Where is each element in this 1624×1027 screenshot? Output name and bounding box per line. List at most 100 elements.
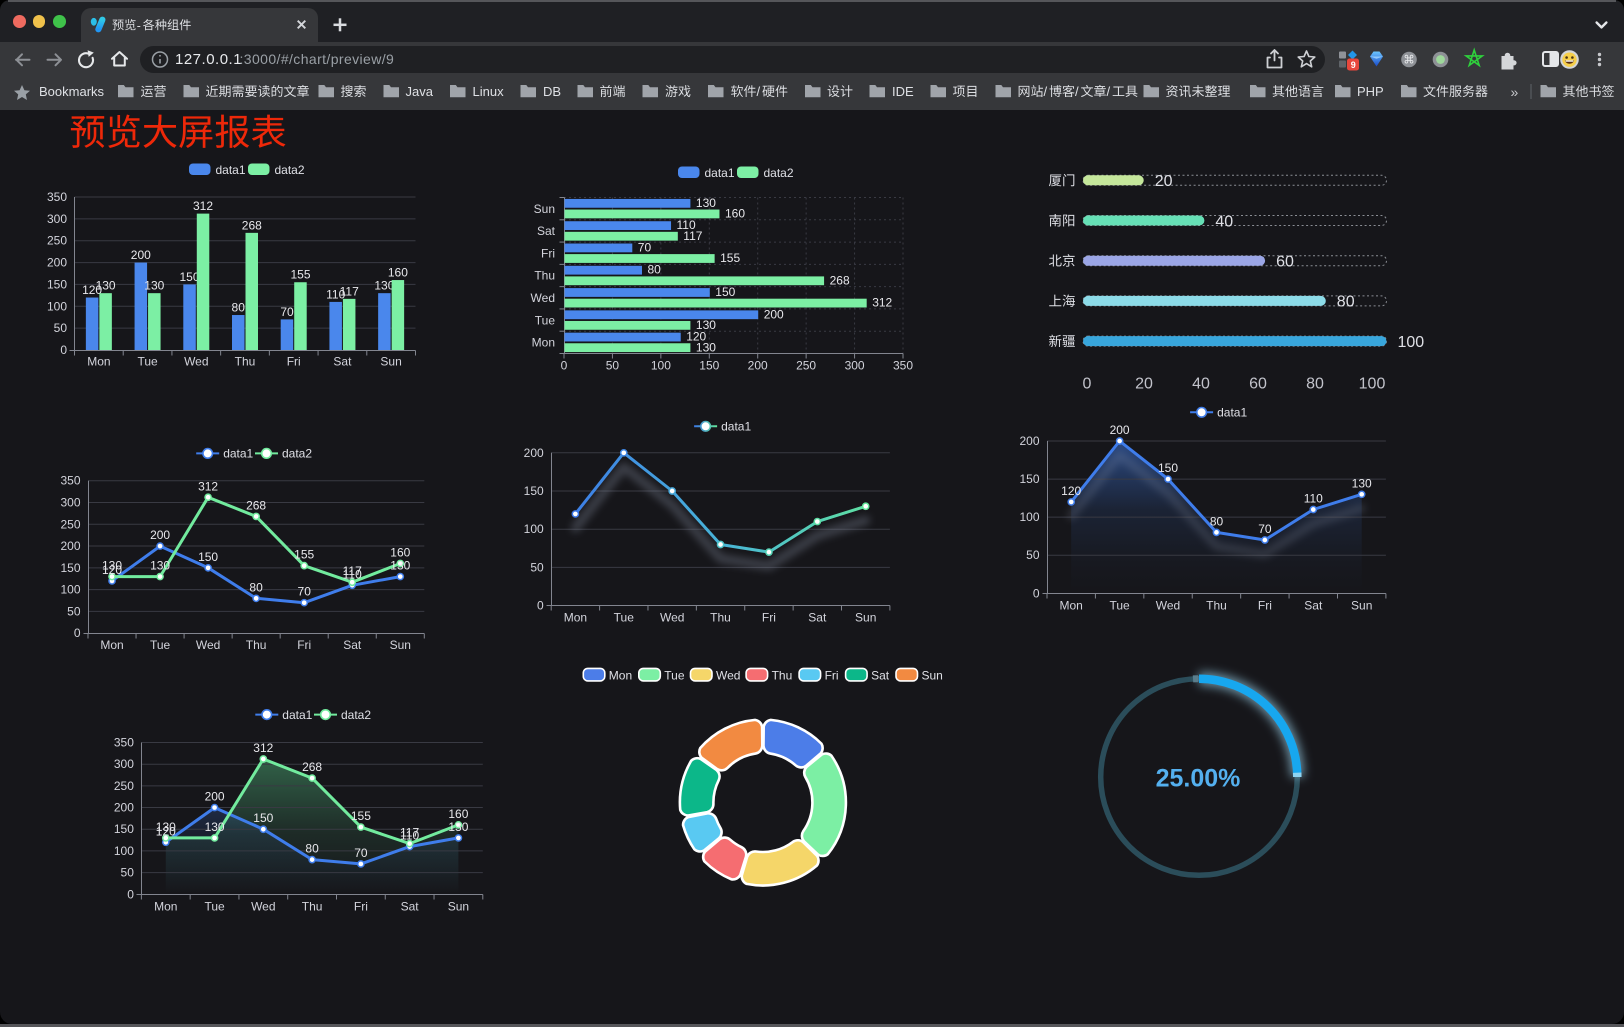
svg-text:50: 50 [54,321,68,335]
svg-text:data1: data1 [721,420,751,434]
svg-text:Mon: Mon [564,611,587,625]
svg-text:Wed: Wed [184,355,208,369]
svg-text:Thu: Thu [534,269,555,283]
svg-text:150: 150 [1019,472,1039,486]
svg-text:Tue: Tue [535,313,556,327]
svg-text:40: 40 [1192,376,1210,393]
svg-text:Java: Java [406,84,434,99]
svg-text:110: 110 [1304,492,1323,506]
svg-text:Tue: Tue [150,638,171,652]
svg-text:Fri: Fri [297,638,311,652]
svg-text:Fri: Fri [825,668,839,682]
svg-text:DB: DB [543,84,561,99]
svg-text:80: 80 [232,301,246,315]
svg-text:200: 200 [150,528,170,542]
svg-text:200: 200 [1019,434,1039,448]
svg-text:80: 80 [305,842,319,856]
svg-text:312: 312 [198,479,218,493]
svg-text:⌘: ⌘ [1403,54,1415,67]
svg-text:130: 130 [102,559,122,573]
svg-text:130: 130 [696,340,716,354]
svg-text:130: 130 [150,559,170,573]
svg-text:150: 150 [179,270,199,284]
svg-text:130: 130 [448,820,468,834]
svg-text:0: 0 [127,887,134,901]
svg-text:312: 312 [253,741,273,755]
svg-text:Fri: Fri [287,355,301,369]
svg-text:300: 300 [47,212,67,226]
svg-text:100: 100 [651,359,671,373]
svg-text:130: 130 [390,559,410,573]
svg-text:Wed: Wed [196,638,220,652]
svg-text:120: 120 [102,563,122,577]
svg-text:80: 80 [249,580,263,594]
svg-text:312: 312 [872,296,892,310]
svg-text:data1: data1 [1217,406,1247,420]
svg-text:Mon: Mon [609,668,632,682]
svg-text:70: 70 [298,585,312,599]
svg-text:Mon: Mon [87,355,110,369]
svg-text:20: 20 [1135,376,1153,393]
svg-text:150: 150 [699,359,719,373]
svg-text:200: 200 [524,446,544,460]
svg-text:data1: data1 [705,166,735,180]
svg-text:150: 150 [1158,461,1178,475]
svg-text:data1: data1 [282,708,312,722]
svg-text:Thu: Thu [235,355,256,369]
svg-text:50: 50 [67,604,81,618]
svg-text:150: 150 [60,561,80,575]
svg-text:Wed: Wed [531,291,555,305]
svg-text:Wed: Wed [251,899,275,913]
svg-text:Mon: Mon [154,899,177,913]
svg-text:155: 155 [290,268,310,282]
svg-text:Tue: Tue [664,668,685,682]
svg-text:/: / [1075,84,1079,99]
svg-text:Tue: Tue [1109,598,1130,612]
svg-text:268: 268 [830,273,850,287]
svg-text:50: 50 [1026,548,1040,562]
svg-text:Sat: Sat [808,611,827,625]
svg-text:Mon: Mon [100,638,123,652]
svg-text:Fri: Fri [541,246,555,260]
svg-text:117: 117 [343,564,362,578]
svg-text:100: 100 [1398,334,1425,351]
svg-text:110: 110 [343,567,362,581]
svg-text:Sun: Sun [390,638,411,652]
svg-text:350: 350 [114,736,134,750]
svg-text:70: 70 [638,240,652,254]
svg-text:155: 155 [720,251,740,265]
svg-text:Sat: Sat [871,668,890,682]
svg-text:150: 150 [715,285,735,299]
svg-text:268: 268 [242,218,262,232]
svg-text:268: 268 [302,760,322,774]
svg-text:Tue: Tue [204,899,225,913]
svg-text:-: - [137,18,141,32]
svg-text:20: 20 [1155,173,1173,190]
svg-text:0: 0 [1083,376,1092,393]
svg-text:80: 80 [1210,514,1224,528]
svg-text:data2: data2 [341,708,371,722]
svg-text:Sat: Sat [343,638,362,652]
svg-text:Sun: Sun [1351,598,1372,612]
svg-text:Wed: Wed [660,611,684,625]
svg-text:70: 70 [354,846,368,860]
svg-text:Wed: Wed [1156,598,1180,612]
svg-text:Sat: Sat [333,355,352,369]
svg-text:300: 300 [60,496,80,510]
svg-text:100: 100 [1019,510,1039,524]
svg-text:data2: data2 [282,447,312,461]
svg-text:130: 130 [696,196,716,210]
svg-text:Fri: Fri [1258,598,1272,612]
svg-text:Mon: Mon [532,336,555,350]
svg-text:250: 250 [114,779,134,793]
svg-text:IDE: IDE [892,84,914,99]
svg-text:data1: data1 [223,447,253,461]
svg-text:160: 160 [388,266,408,280]
svg-text:130: 130 [1352,476,1372,490]
svg-text:Sat: Sat [537,224,556,238]
svg-text:110: 110 [326,287,345,301]
svg-text:9: 9 [1351,60,1356,70]
svg-text:200: 200 [47,256,67,270]
svg-text:Fri: Fri [354,899,368,913]
svg-text:Sun: Sun [380,355,401,369]
